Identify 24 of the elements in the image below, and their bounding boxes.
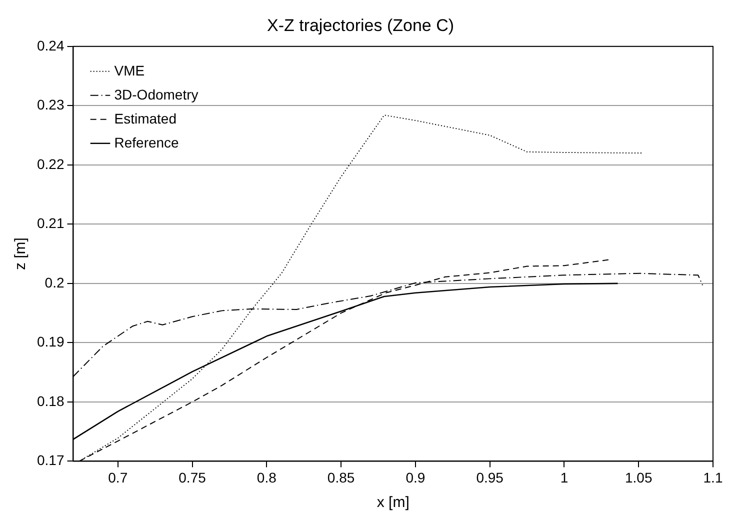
y-tick-label: 0.21 <box>37 215 64 232</box>
legend-label: Estimated <box>114 110 176 126</box>
legend-label: Reference <box>114 134 180 150</box>
x-tick-label: 0.75 <box>178 469 206 486</box>
y-tick-label: 0.24 <box>37 37 64 54</box>
chart-title: X-Z trajectories (Zone C) <box>266 16 454 35</box>
y-axis-title: z [m] <box>12 238 30 270</box>
x-tick-label: 0.8 <box>256 469 277 486</box>
x-tick-label: 1.05 <box>624 469 652 486</box>
x-axis-title: x [m] <box>376 494 410 512</box>
y-tick-label: 0.18 <box>37 392 64 409</box>
y-tick-label: 0.17 <box>37 452 64 468</box>
legend-label: VME <box>114 62 145 78</box>
y-tick-label: 0.2 <box>44 274 64 290</box>
x-tick-label: 0.7 <box>108 469 128 486</box>
y-tick-label: 0.19 <box>37 334 64 350</box>
x-tick-label: 1.1 <box>703 469 723 486</box>
y-tick-label: 0.23 <box>37 96 64 113</box>
legend-label: 3D-Odometry <box>114 86 198 102</box>
x-tick-label: 0.9 <box>406 469 426 486</box>
x-tick-label: 1 <box>560 469 568 486</box>
x-tick-label: 0.95 <box>476 469 504 486</box>
y-tick-label: 0.22 <box>37 156 64 172</box>
x-tick-label: 0.85 <box>327 469 355 486</box>
